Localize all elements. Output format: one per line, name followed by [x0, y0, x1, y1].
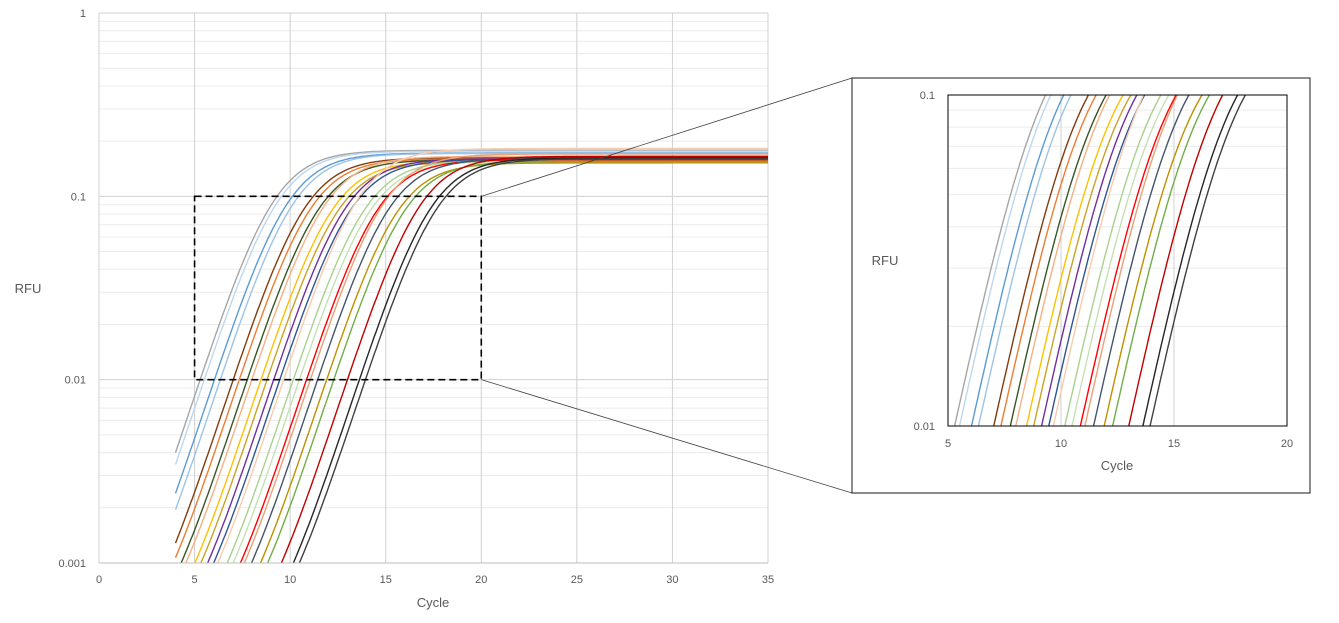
- amplification-curve: [1000, 95, 1097, 426]
- amplification-curve: [174, 152, 768, 494]
- y-tick-label: 0.001: [58, 558, 86, 570]
- amplification-curve: [1040, 95, 1138, 426]
- amplification-curve: [1033, 95, 1132, 426]
- y-tick-label: 0.1: [71, 191, 86, 203]
- y-tick-label: 0.01: [65, 375, 86, 387]
- inset-plot-border: [947, 94, 1288, 427]
- zoom-connector-bottom: [481, 379, 853, 494]
- amplification-curve: [259, 162, 768, 563]
- x-tick-label: 0: [96, 574, 102, 586]
- x-tick-label: 20: [475, 574, 487, 586]
- y-tick-label: 0.01: [914, 421, 935, 433]
- main-y-tick-labels: 0.001 0.01 0.1 1: [58, 8, 86, 570]
- x-tick-label: 35: [762, 574, 774, 586]
- amplification-curve: [174, 149, 768, 453]
- inset-y-tick-labels: 0.01 0.1: [914, 90, 935, 433]
- amplification-curve: [1079, 95, 1178, 426]
- x-tick-label: 15: [380, 574, 392, 586]
- x-tick-label: 10: [1055, 438, 1067, 450]
- amplification-curve: [174, 150, 768, 465]
- amplification-curve: [298, 158, 768, 563]
- amplification-curve: [1084, 95, 1179, 426]
- main-y-axis-title: RFU: [15, 281, 42, 296]
- amplification-curve: [200, 161, 768, 563]
- amplification-curve: [1052, 95, 1145, 426]
- y-tick-label: 1: [80, 8, 86, 20]
- amplification-curve: [1071, 95, 1170, 426]
- x-tick-label: 5: [945, 438, 951, 450]
- amplification-curve: [280, 155, 768, 563]
- y-tick-label: 0.1: [920, 90, 935, 102]
- x-tick-label: 25: [571, 574, 583, 586]
- x-tick-label: 10: [284, 574, 296, 586]
- amplification-curve: [993, 95, 1090, 426]
- amplification-curve: [174, 158, 768, 558]
- x-tick-label: 30: [666, 574, 678, 586]
- amplification-curve: [216, 147, 768, 563]
- amplification-curve: [977, 95, 1072, 426]
- amplification-curve: [1111, 95, 1211, 426]
- amplification-curve: [194, 160, 768, 563]
- amplification-curve: [243, 153, 768, 563]
- amplification-curve: [958, 95, 1052, 426]
- x-tick-label: 20: [1281, 438, 1293, 450]
- main-curves: [174, 147, 768, 563]
- inset-curves: [953, 95, 1247, 426]
- amplification-curve: [292, 157, 768, 563]
- amplification-curve: [1092, 95, 1190, 426]
- inset-y-axis-title: RFU: [872, 253, 899, 268]
- inset-x-tick-labels: 5 10 15 20: [945, 438, 1293, 450]
- x-tick-label: 5: [192, 574, 198, 586]
- main-x-axis-title: Cycle: [417, 595, 450, 610]
- inset-chart: 5 10 15 20 0.01 0.1 Cycle RFU: [851, 77, 1311, 494]
- amplification-curve: [1048, 95, 1146, 426]
- amplification-curve: [953, 95, 1047, 426]
- main-x-tick-labels: 0 5 10 15 20 25 30 35: [96, 574, 774, 586]
- amplification-curve: [1142, 95, 1239, 426]
- amplification-curve: [1025, 95, 1124, 426]
- zoom-region-box: [193, 195, 483, 381]
- amplification-curve: [970, 95, 1065, 426]
- main-chart: 0 5 10 15 20 25 30 35 0.001 0.01 0.1 1 Cycle RFU: [15, 8, 774, 610]
- inset-x-axis-title: Cycle: [1101, 458, 1134, 473]
- amplification-curve: [266, 160, 768, 563]
- amplification-curve: [1064, 95, 1162, 426]
- amplification-curve: [1149, 95, 1247, 426]
- amplification-curve: [1103, 95, 1203, 426]
- zoom-connector-top: [481, 77, 853, 197]
- x-tick-label: 15: [1168, 438, 1180, 450]
